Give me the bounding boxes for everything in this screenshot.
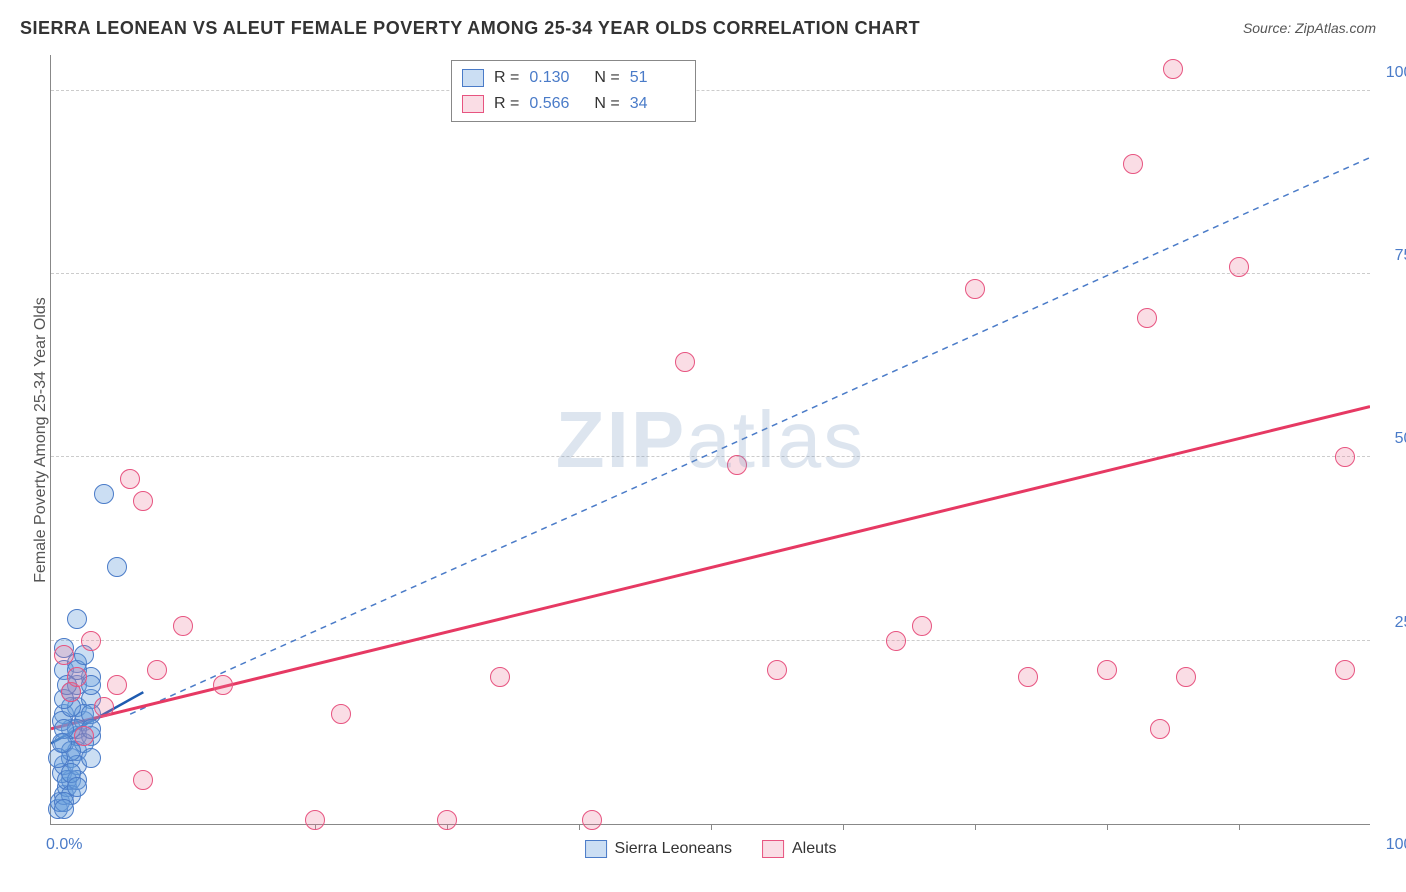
x-tick <box>843 824 844 830</box>
legend-r-label-2: R = <box>494 91 519 117</box>
point-sierra-leonean <box>67 609 87 629</box>
point-aleut <box>1123 154 1143 174</box>
x-tick <box>579 824 580 830</box>
point-sierra-leonean <box>94 484 114 504</box>
point-aleut <box>120 469 140 489</box>
gridline-h <box>51 90 1370 91</box>
point-aleut <box>1097 660 1117 680</box>
point-aleut <box>1137 308 1157 328</box>
point-aleut <box>331 704 351 724</box>
point-aleut <box>94 697 114 717</box>
legend-top-row-2: R = 0.566 N = 34 <box>462 91 685 117</box>
legend-bottom-item-2: Aleuts <box>762 840 836 858</box>
legend-n-value-1: 51 <box>630 65 685 91</box>
gridline-h <box>51 273 1370 274</box>
x-tick <box>711 824 712 830</box>
legend-n-label: N = <box>594 65 619 91</box>
point-aleut <box>1335 447 1355 467</box>
legend-bottom-label-2: Aleuts <box>792 840 836 858</box>
swatch-pink-icon <box>462 95 484 113</box>
plot-area: Female Poverty Among 25-34 Year Olds 25.… <box>50 55 1370 825</box>
point-aleut <box>1163 59 1183 79</box>
point-aleut <box>173 616 193 636</box>
x-tick-label-0: 0.0% <box>46 836 82 854</box>
point-aleut <box>107 675 127 695</box>
point-aleut <box>727 455 747 475</box>
point-aleut <box>54 645 74 665</box>
x-tick <box>1107 824 1108 830</box>
point-aleut <box>437 810 457 830</box>
legend-top-row-1: R = 0.130 N = 51 <box>462 65 685 91</box>
watermark-bold: ZIP <box>556 395 686 484</box>
trend-lines <box>51 55 1370 824</box>
gridline-h <box>51 640 1370 641</box>
legend-r-value-2: 0.566 <box>529 91 584 117</box>
point-aleut <box>81 631 101 651</box>
point-aleut <box>1150 719 1170 739</box>
point-aleut <box>886 631 906 651</box>
point-aleut <box>133 770 153 790</box>
point-aleut <box>1229 257 1249 277</box>
point-aleut <box>490 667 510 687</box>
point-aleut <box>133 491 153 511</box>
x-tick <box>1239 824 1240 830</box>
point-aleut <box>965 279 985 299</box>
point-aleut <box>213 675 233 695</box>
point-sierra-leonean <box>107 557 127 577</box>
point-aleut <box>582 810 602 830</box>
watermark-light: atlas <box>686 395 865 484</box>
legend-n-label-2: N = <box>594 91 619 117</box>
x-tick <box>975 824 976 830</box>
y-axis-label: Female Poverty Among 25-34 Year Olds <box>32 297 50 583</box>
point-aleut <box>147 660 167 680</box>
legend-bottom: Sierra Leoneans Aleuts <box>585 840 837 858</box>
point-aleut <box>767 660 787 680</box>
y-tick-label: 100.0% <box>1386 64 1406 82</box>
point-sierra-leonean <box>81 748 101 768</box>
y-tick-label: 25.0% <box>1395 614 1406 632</box>
legend-top: R = 0.130 N = 51 R = 0.566 N = 34 <box>451 60 696 122</box>
point-sierra-leonean <box>52 733 72 753</box>
y-tick-label: 50.0% <box>1395 430 1406 448</box>
point-sierra-leonean <box>54 799 74 819</box>
legend-bottom-label-1: Sierra Leoneans <box>615 840 732 858</box>
legend-r-label: R = <box>494 65 519 91</box>
source-attribution: Source: ZipAtlas.com <box>1243 20 1376 36</box>
legend-n-value-2: 34 <box>630 91 685 117</box>
chart-title: SIERRA LEONEAN VS ALEUT FEMALE POVERTY A… <box>20 18 920 39</box>
point-aleut <box>675 352 695 372</box>
y-tick-label: 75.0% <box>1395 247 1406 265</box>
point-aleut <box>1018 667 1038 687</box>
point-aleut <box>912 616 932 636</box>
point-aleut <box>1335 660 1355 680</box>
swatch-pink-icon <box>762 840 784 858</box>
point-sierra-leonean <box>67 777 87 797</box>
gridline-h <box>51 456 1370 457</box>
point-aleut <box>67 667 87 687</box>
point-aleut <box>74 726 94 746</box>
swatch-blue-icon <box>462 69 484 87</box>
legend-bottom-item-1: Sierra Leoneans <box>585 840 732 858</box>
watermark: ZIPatlas <box>556 394 865 486</box>
point-aleut <box>1176 667 1196 687</box>
legend-r-value-1: 0.130 <box>529 65 584 91</box>
x-tick-label-100: 100.0% <box>1386 836 1406 854</box>
point-aleut <box>305 810 325 830</box>
swatch-blue-icon <box>585 840 607 858</box>
